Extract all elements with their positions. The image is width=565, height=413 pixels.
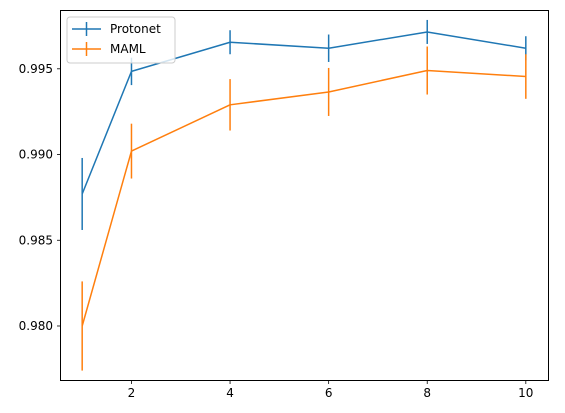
series-layer [81, 19, 527, 371]
legend: Protonet MAML [66, 16, 176, 64]
plot-frame [60, 10, 549, 381]
legend-item-protonet: Protonet [72, 22, 161, 36]
series-line-protonet [81, 31, 526, 195]
x-tick-label: 4 [226, 386, 234, 400]
series-maml [81, 46, 527, 371]
x-tick-label: 6 [325, 386, 333, 400]
x-tick-label: 8 [423, 386, 431, 400]
y-tick-label: 0.995 [19, 62, 53, 76]
y-tick-label: 0.985 [19, 233, 53, 247]
x-tick-label: 10 [518, 386, 533, 400]
y-tick-label: 0.990 [19, 148, 53, 162]
legend-item-maml: MAML [72, 42, 146, 56]
ticks-layer: 2 4 6 8 10 0.980 0.985 0.990 0.995 [19, 62, 534, 400]
legend-label: Protonet [110, 22, 161, 36]
x-tick-label: 2 [128, 386, 136, 400]
series-line-maml [81, 69, 526, 327]
legend-label: MAML [110, 42, 146, 56]
y-tick-label: 0.980 [19, 319, 53, 333]
series-protonet [81, 19, 527, 230]
